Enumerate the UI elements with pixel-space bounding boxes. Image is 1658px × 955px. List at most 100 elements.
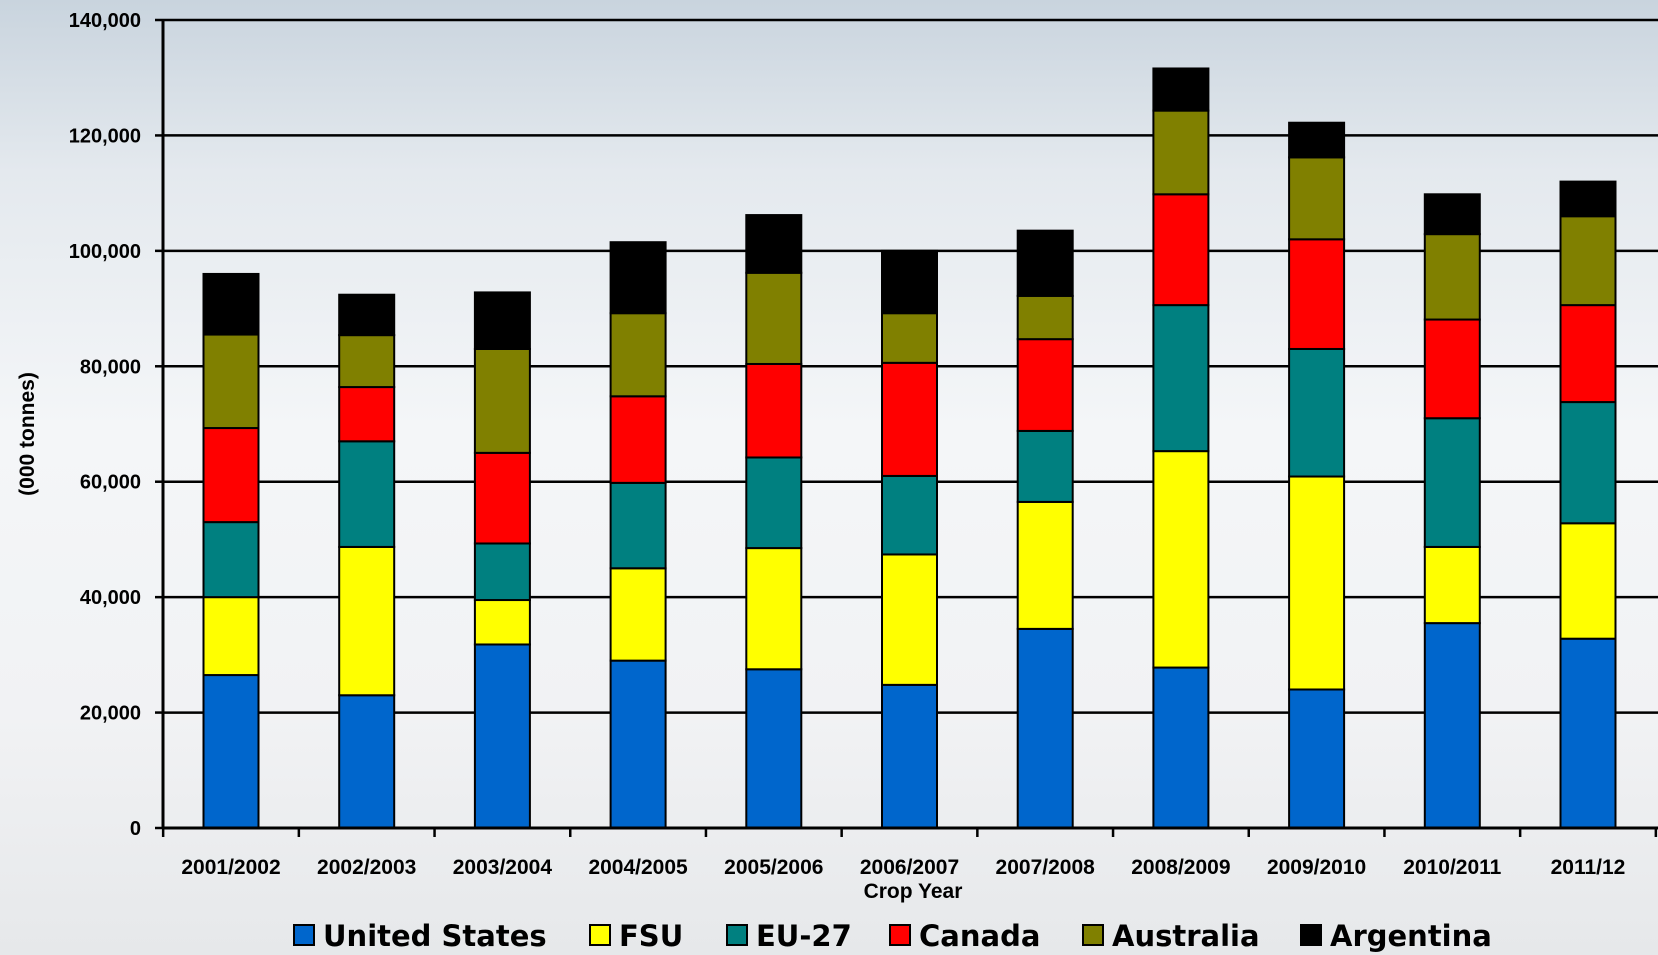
legend-swatch xyxy=(293,924,315,946)
bar-segment xyxy=(202,596,260,677)
legend-swatch xyxy=(726,924,748,946)
bar-segment xyxy=(609,395,667,484)
bar-segment xyxy=(1423,233,1481,321)
bar-segment xyxy=(473,599,531,646)
bar-segment xyxy=(609,312,667,398)
bar-segment xyxy=(609,481,667,570)
x-axis-ticks: 2001/2002 2002/2003 2003/2004 2004/2005 2005… xyxy=(161,828,1658,879)
x-tick-label: 2001/2002 xyxy=(181,856,280,879)
axes xyxy=(161,20,1658,830)
x-tick-label: 2002/2003 xyxy=(317,856,416,879)
bar-segment xyxy=(338,440,396,548)
bar-segment xyxy=(881,683,938,830)
bar-segment xyxy=(881,553,938,686)
bar-segment xyxy=(1152,304,1210,453)
x-tick-label: 2006/2007 xyxy=(860,856,959,879)
y-tick-label: 120,000 xyxy=(69,125,141,147)
bar-segment xyxy=(1288,475,1346,691)
legend-swatch xyxy=(1082,924,1104,946)
y-tick-label: 0 xyxy=(130,818,141,840)
bar-segment xyxy=(202,272,260,336)
legend-label: EU-27 xyxy=(756,919,852,953)
bar-segment xyxy=(1152,193,1210,307)
y-axis-title: (000 tonnes) xyxy=(16,372,39,496)
x-tick-label: 2010/2011 xyxy=(1403,856,1501,879)
bar-segment xyxy=(1559,401,1617,525)
bar-segment xyxy=(473,347,531,454)
legend-label: Canada xyxy=(919,919,1040,953)
y-tick-label: 80,000 xyxy=(80,356,141,378)
x-tick-label: 2008/2009 xyxy=(1131,856,1230,879)
legend-label: United States xyxy=(323,919,547,953)
bar-segment xyxy=(202,521,260,599)
bar-segment xyxy=(1288,238,1346,350)
bar-segment xyxy=(1016,229,1074,297)
x-tick-label: 2007/2008 xyxy=(996,856,1096,879)
bar-segment xyxy=(1423,417,1481,548)
bar-segment xyxy=(1288,156,1346,241)
bar-segment xyxy=(1423,545,1481,625)
y-tick-label: 140,000 xyxy=(69,10,141,32)
y-tick-label: 20,000 xyxy=(80,703,141,725)
bar-segment xyxy=(609,241,667,315)
legend-label: FSU xyxy=(619,919,683,953)
bars xyxy=(202,67,1617,830)
x-tick-label: 2009/2010 xyxy=(1267,856,1366,879)
x-tick-label: 2011/12 xyxy=(1551,856,1626,879)
bar-segment xyxy=(1559,522,1617,640)
bar-segment xyxy=(473,291,531,350)
bar-segment xyxy=(745,456,803,550)
x-tick-label: 2003/2004 xyxy=(453,856,553,879)
x-axis-title: Crop Year xyxy=(864,880,963,903)
legend-label: Australia xyxy=(1112,919,1260,953)
bar-segment xyxy=(1559,637,1617,829)
bar-segment xyxy=(1016,338,1074,432)
bar-segment xyxy=(1152,67,1210,112)
bar-segment xyxy=(745,668,803,829)
bar-segment xyxy=(473,451,531,545)
bar-segment xyxy=(1016,500,1074,630)
x-tick-label: 2004/2005 xyxy=(588,856,688,879)
bar-segment xyxy=(1152,450,1210,669)
bar-segment xyxy=(1016,627,1074,830)
bar-segment xyxy=(202,333,260,430)
bar-segment xyxy=(745,547,803,671)
bar-segment xyxy=(1559,180,1617,218)
bar-segment xyxy=(609,659,667,830)
bar-segment xyxy=(881,361,938,477)
y-tick-label: 60,000 xyxy=(80,472,141,494)
bar-segment xyxy=(1288,688,1346,829)
legend-label: Argentina xyxy=(1330,919,1492,953)
bar-segment xyxy=(1288,121,1346,159)
bar-segment xyxy=(1016,294,1074,341)
bar-segment xyxy=(881,312,938,364)
bar-segment xyxy=(1152,666,1210,829)
bar-segment xyxy=(745,271,803,365)
y-tick-label: 100,000 xyxy=(69,241,141,263)
bar-segment xyxy=(338,694,396,829)
bar-segment xyxy=(881,474,938,556)
bar-segment xyxy=(338,293,396,337)
bar-segment xyxy=(338,386,396,443)
bar-segment xyxy=(881,249,938,315)
bar-segment xyxy=(1016,429,1074,503)
legend-swatch xyxy=(889,924,911,946)
y-tick-label: 40,000 xyxy=(80,587,141,609)
bar-segment xyxy=(1423,193,1481,236)
legend: United States FSU EU-27 Canada Australia Arge… xyxy=(293,919,1492,953)
bar-segment xyxy=(1559,215,1617,307)
bar-segment xyxy=(202,674,260,829)
bar-segment xyxy=(338,545,396,697)
bar-segment xyxy=(1288,347,1346,478)
bar-segment xyxy=(609,567,667,662)
bar-segment xyxy=(1423,318,1481,420)
bar-segment xyxy=(745,214,803,274)
bar-segment xyxy=(473,643,531,829)
y-axis-ticks: 0 20,000 40,000 60,000 80,000 100,000 120,000 1… xyxy=(69,10,163,840)
bar-segment xyxy=(338,334,396,389)
bar-segment xyxy=(202,427,260,524)
bar-segment xyxy=(1152,109,1210,196)
legend-swatch xyxy=(1300,924,1322,946)
legend-swatch xyxy=(589,924,611,946)
